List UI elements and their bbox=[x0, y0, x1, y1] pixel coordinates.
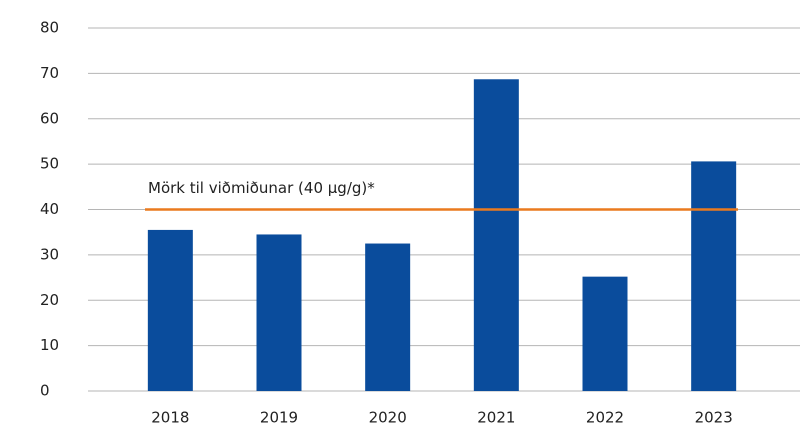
x-tick-label: 2023 bbox=[695, 409, 733, 427]
reference-label: Mörk til viðmiðunar (40 µg/g)* bbox=[148, 179, 375, 197]
y-tick-label: 80 bbox=[40, 19, 59, 37]
y-tick-label: 60 bbox=[40, 109, 59, 127]
y-tick-label: 50 bbox=[40, 155, 59, 173]
y-tick-label: 30 bbox=[40, 245, 59, 263]
x-tick-label: 2021 bbox=[477, 409, 515, 427]
y-tick-label: 40 bbox=[40, 200, 59, 218]
x-tick-label: 2019 bbox=[260, 409, 298, 427]
y-tick-label: 20 bbox=[40, 291, 59, 309]
x-tick-label: 2020 bbox=[369, 409, 407, 427]
bar bbox=[582, 276, 628, 391]
y-tick-label: 70 bbox=[40, 64, 59, 82]
bar bbox=[256, 234, 302, 391]
x-tick-label: 2022 bbox=[586, 409, 624, 427]
bar bbox=[691, 161, 737, 391]
bar bbox=[147, 229, 193, 391]
bar bbox=[365, 243, 411, 391]
y-tick-label: 0 bbox=[40, 382, 50, 400]
x-tick-label: 2018 bbox=[151, 409, 189, 427]
bar bbox=[473, 79, 519, 392]
y-tick-label: 10 bbox=[40, 336, 59, 354]
